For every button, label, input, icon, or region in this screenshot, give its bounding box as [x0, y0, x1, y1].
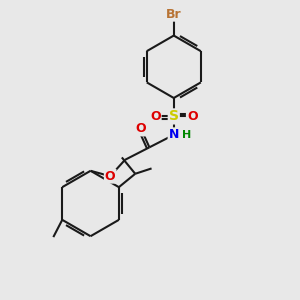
Text: S: S	[169, 110, 179, 123]
Text: O: O	[136, 122, 146, 135]
Text: O: O	[187, 110, 197, 123]
Text: Br: Br	[166, 8, 182, 21]
Text: O: O	[150, 110, 161, 123]
Text: H: H	[182, 130, 191, 140]
Text: N: N	[169, 128, 179, 141]
Text: O: O	[105, 170, 116, 183]
